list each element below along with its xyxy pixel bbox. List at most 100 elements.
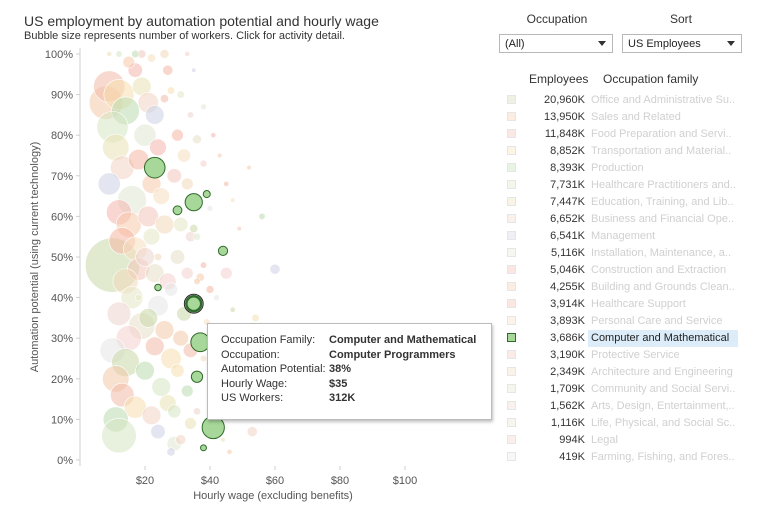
- bubble[interactable]: [181, 384, 194, 398]
- bubble[interactable]: [166, 168, 182, 184]
- legend-row[interactable]: 3,686K Computer and Mathematical: [504, 330, 744, 347]
- bubble[interactable]: [236, 225, 242, 232]
- bubble[interactable]: [150, 424, 166, 440]
- legend-row[interactable]: 6,541K Management: [504, 228, 744, 245]
- bubble[interactable]: [134, 294, 143, 302]
- bubble[interactable]: [154, 320, 175, 340]
- bubble[interactable]: [229, 306, 236, 313]
- legend-row[interactable]: 13,950K Sales and Related: [504, 109, 744, 126]
- bubble[interactable]: [120, 286, 144, 310]
- bubble[interactable]: [138, 308, 158, 328]
- bubble[interactable]: [97, 172, 121, 196]
- bubble[interactable]: [152, 187, 170, 205]
- legend-row[interactable]: 3,914K Healthcare Support: [504, 296, 744, 313]
- bubble[interactable]: [147, 53, 157, 63]
- bubble[interactable]: [167, 404, 182, 419]
- bubble[interactable]: [181, 267, 194, 280]
- bubble[interactable]: [199, 354, 208, 363]
- bubble[interactable]: [176, 90, 185, 99]
- bubble[interactable]: [133, 123, 157, 147]
- bubble[interactable]: [153, 252, 163, 262]
- bubble[interactable]: [166, 447, 176, 457]
- bubble[interactable]: [169, 249, 186, 265]
- bubble[interactable]: [199, 159, 208, 168]
- bubble[interactable]: [192, 134, 202, 145]
- highlighted-bubble[interactable]: [154, 283, 162, 292]
- legend-row[interactable]: 994K Legal: [504, 432, 744, 449]
- bubble[interactable]: [162, 64, 174, 76]
- bubble[interactable]: [131, 49, 140, 59]
- bubble[interactable]: [101, 418, 137, 454]
- bubble[interactable]: [199, 261, 208, 269]
- bubble[interactable]: [192, 232, 202, 241]
- bubble[interactable]: [192, 407, 202, 416]
- bubble[interactable]: [191, 67, 197, 73]
- bubble[interactable]: [230, 197, 236, 203]
- bubble[interactable]: [151, 377, 171, 397]
- bubble[interactable]: [142, 228, 161, 246]
- bubble[interactable]: [175, 434, 187, 446]
- legend-row[interactable]: 7,447K Education, Training, and Lib..: [504, 194, 744, 211]
- bubble[interactable]: [246, 165, 252, 171]
- highlighted-bubble[interactable]: [202, 190, 211, 199]
- bubble[interactable]: [145, 336, 165, 357]
- bubble[interactable]: [251, 313, 260, 322]
- selected-bubble[interactable]: [185, 295, 203, 313]
- bubble[interactable]: [223, 180, 230, 187]
- bubble[interactable]: [115, 50, 123, 58]
- bubble[interactable]: [160, 94, 170, 104]
- bubble[interactable]: [177, 148, 191, 163]
- legend-row[interactable]: 8,852K Transportation and Material..: [504, 143, 744, 160]
- legend-row[interactable]: 3,893K Personal Care and Service: [504, 313, 744, 330]
- highlighted-bubble[interactable]: [143, 156, 166, 179]
- bubble[interactable]: [226, 448, 233, 455]
- sort-dropdown[interactable]: US Employees: [622, 34, 742, 53]
- highlighted-bubble[interactable]: [190, 370, 204, 383]
- bubble[interactable]: [181, 177, 194, 191]
- bubble[interactable]: [189, 224, 199, 234]
- legend-row[interactable]: 5,046K Construction and Extraction: [504, 262, 744, 279]
- legend-row[interactable]: 8,393K Production: [504, 160, 744, 177]
- bubble-chart[interactable]: 0% 10% 20% 30% 40% 50% 60% 70% 80% 90% 100% $20 $40 $…: [0, 0, 500, 516]
- bubble[interactable]: [258, 212, 266, 220]
- bubble[interactable]: [171, 128, 184, 142]
- bubble[interactable]: [164, 282, 178, 297]
- legend-row[interactable]: 20,960K Office and Administrative Su..: [504, 92, 744, 109]
- bubble[interactable]: [106, 301, 132, 327]
- bubble[interactable]: [172, 330, 189, 347]
- bubble[interactable]: [200, 103, 207, 111]
- highlighted-bubble[interactable]: [217, 245, 229, 257]
- legend-row[interactable]: 419K Farming, Fishing, and Fores..: [504, 449, 744, 466]
- legend-row[interactable]: 6,652K Business and Financial Ope..: [504, 211, 744, 228]
- highlighted-bubble[interactable]: [172, 205, 183, 216]
- legend-row[interactable]: 3,190K Protective Service: [504, 347, 744, 364]
- bubble[interactable]: [205, 285, 215, 294]
- legend-row[interactable]: 1,709K Community and Social Servi..: [504, 381, 744, 398]
- bubble[interactable]: [135, 247, 155, 267]
- bubble[interactable]: [220, 437, 226, 443]
- legend-row[interactable]: 1,562K Arts, Design, Entertainment,..: [504, 398, 744, 415]
- bubble[interactable]: [141, 405, 162, 426]
- bubble[interactable]: [220, 267, 233, 280]
- legend-row[interactable]: 2,349K Architecture and Engineering: [504, 364, 744, 381]
- bubble[interactable]: [106, 51, 113, 57]
- bubble[interactable]: [170, 363, 185, 378]
- highlighted-bubbles[interactable]: [143, 156, 229, 452]
- bubble[interactable]: [135, 360, 155, 381]
- bubble[interactable]: [159, 49, 170, 59]
- bubble[interactable]: [122, 55, 135, 69]
- bubble[interactable]: [217, 152, 223, 159]
- highlighted-bubble[interactable]: [184, 193, 203, 212]
- legend-row[interactable]: 7,731K Healthcare Practitioners and..: [504, 177, 744, 194]
- highlighted-bubble[interactable]: [200, 444, 207, 452]
- legend-row[interactable]: 4,255K Building and Grounds Clean..: [504, 279, 744, 296]
- bubble[interactable]: [184, 417, 197, 430]
- bubble[interactable]: [166, 86, 176, 95]
- legend-row[interactable]: 1,116K Life, Physical, and Social Sc..: [504, 415, 744, 432]
- bubble[interactable]: [137, 205, 159, 227]
- bubble[interactable]: [184, 51, 191, 57]
- bubble[interactable]: [149, 138, 167, 157]
- legend-row[interactable]: 5,116K Installation, Maintenance, a..: [504, 245, 744, 262]
- bubble[interactable]: [246, 426, 258, 438]
- occupation-dropdown[interactable]: (All): [499, 34, 613, 53]
